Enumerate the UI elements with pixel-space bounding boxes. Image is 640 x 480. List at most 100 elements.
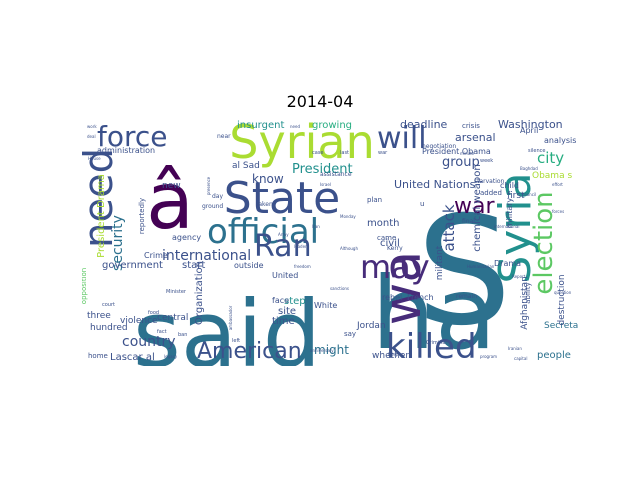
- cloud-word: minute: [460, 151, 475, 156]
- cloud-word: House: [88, 156, 101, 161]
- cloud-word: Lascar al: [110, 352, 155, 363]
- cloud-word: face: [272, 296, 289, 305]
- cloud-word: United: [272, 271, 298, 280]
- cloud-word: step: [284, 296, 306, 307]
- cloud-word: President Drama: [96, 174, 107, 258]
- cloud-word: ground: [202, 203, 223, 210]
- cloud-word: deadline: [400, 118, 448, 131]
- cloud-word: Syrian: [229, 118, 374, 169]
- cloud-word: central: [157, 313, 188, 323]
- cloud-word: Despite: [388, 352, 404, 357]
- cloud-word: violence: [120, 316, 158, 326]
- cloud-word: remain: [456, 293, 477, 300]
- cloud-word: Israel: [320, 182, 331, 187]
- cloud-word: court: [102, 302, 115, 308]
- cloud-word: Minister: [166, 289, 187, 295]
- cloud-word: need: [82, 148, 122, 248]
- cloud-word: Criminal: [426, 340, 447, 346]
- cloud-word: first: [507, 191, 525, 201]
- cloud-word: international: [494, 224, 519, 229]
- cloud-word: people: [537, 350, 571, 361]
- cloud-word: â: [146, 157, 194, 247]
- cloud-word: analysis: [544, 136, 576, 145]
- cloud-word: administration: [97, 146, 155, 155]
- cloud-word: Although: [340, 246, 358, 251]
- cloud-word: hundred: [90, 323, 128, 333]
- cloud-word: question: [554, 290, 572, 295]
- cloud-word: international: [162, 248, 251, 264]
- cloud-word: negotiation: [422, 143, 456, 150]
- cloud-word: insurgent: [237, 120, 284, 131]
- cloud-word: April: [520, 126, 538, 135]
- cloud-word: Drama: [494, 259, 521, 268]
- cloud-word: day: [212, 193, 223, 200]
- cloud-word: ambassador: [228, 305, 233, 330]
- cloud-word: assistance: [320, 171, 352, 178]
- cloud-word: State: [224, 173, 340, 224]
- cloud-word: government: [102, 260, 163, 271]
- cloud-word: Report: [512, 274, 526, 279]
- cloud-word: S: [416, 185, 511, 359]
- cloud-word: force: [97, 120, 168, 153]
- cloud-word: new: [162, 181, 181, 191]
- cloud-word: say: [344, 330, 356, 338]
- cloud-word: American: [197, 339, 302, 364]
- cloud-word: anniversary: [310, 348, 334, 353]
- cloud-word: election: [529, 191, 559, 294]
- cloud-word: United Nations: [394, 178, 476, 191]
- cloud-word: Iran: [312, 224, 320, 229]
- cloud-word: leader: [294, 244, 307, 249]
- cloud-word: war: [454, 194, 495, 219]
- cloud-word: child: [500, 181, 519, 190]
- cloud-word: Secretary: [544, 321, 578, 331]
- cloud-word: will: [377, 121, 427, 156]
- cloud-word: said: [133, 281, 321, 366]
- cloud-word: forces: [552, 209, 564, 214]
- cloud-word: program: [480, 354, 497, 359]
- cloud-word: plan: [367, 196, 382, 204]
- cloud-word: three: [87, 311, 111, 321]
- cloud-word: ha: [372, 255, 497, 366]
- cloud-word: sanctions: [330, 286, 349, 291]
- cloud-word: home: [88, 352, 108, 360]
- cloud-word: Organization: [194, 261, 205, 325]
- cloud-word: u: [420, 200, 424, 208]
- cloud-word: city: [537, 149, 564, 167]
- cloud-word: council: [522, 192, 536, 197]
- cloud-word: Ran: [254, 229, 312, 264]
- cloud-word: deal: [87, 134, 96, 139]
- cloud-word: Kerry: [387, 245, 403, 252]
- cloud-word: President Obama: [422, 147, 491, 156]
- cloud-word: Crime: [144, 251, 168, 260]
- cloud-word: crisis: [462, 122, 480, 130]
- cloud-word: Humanitarian: [467, 264, 495, 269]
- cloud-word: week: [480, 158, 493, 164]
- cloud-word: security: [110, 215, 126, 271]
- cloud-word: arsenal: [455, 131, 496, 144]
- cloud-word: final: [462, 218, 475, 225]
- cloud-word: ability: [524, 282, 532, 303]
- cloud-word: President: [292, 162, 353, 177]
- cloud-word: case: [312, 150, 324, 156]
- cloud-word: Afghanistan: [520, 276, 530, 330]
- cloud-word: killed: [386, 327, 477, 366]
- cloud-word: food: [148, 310, 159, 316]
- cloud-word: Army: [278, 232, 289, 237]
- cloud-word: legacy: [164, 354, 178, 359]
- cloud-word: starvation: [474, 178, 505, 185]
- cloud-word: rebel: [382, 293, 402, 302]
- cloud-word: need: [290, 124, 300, 129]
- cloud-word: country: [122, 334, 176, 350]
- cloud-word: site: [278, 306, 296, 317]
- cloud-word: fact: [157, 329, 167, 335]
- cloud-word: Washington: [498, 118, 563, 131]
- cloud-word: wa: [373, 251, 433, 325]
- cloud-word: near: [217, 133, 231, 140]
- cloud-word: Jordan: [356, 321, 386, 331]
- cloud-word: chemical weapon: [472, 164, 483, 251]
- cloud-word: Baghdad: [520, 166, 538, 171]
- cloud-word: came: [377, 234, 396, 242]
- cloud-word: work: [87, 124, 97, 129]
